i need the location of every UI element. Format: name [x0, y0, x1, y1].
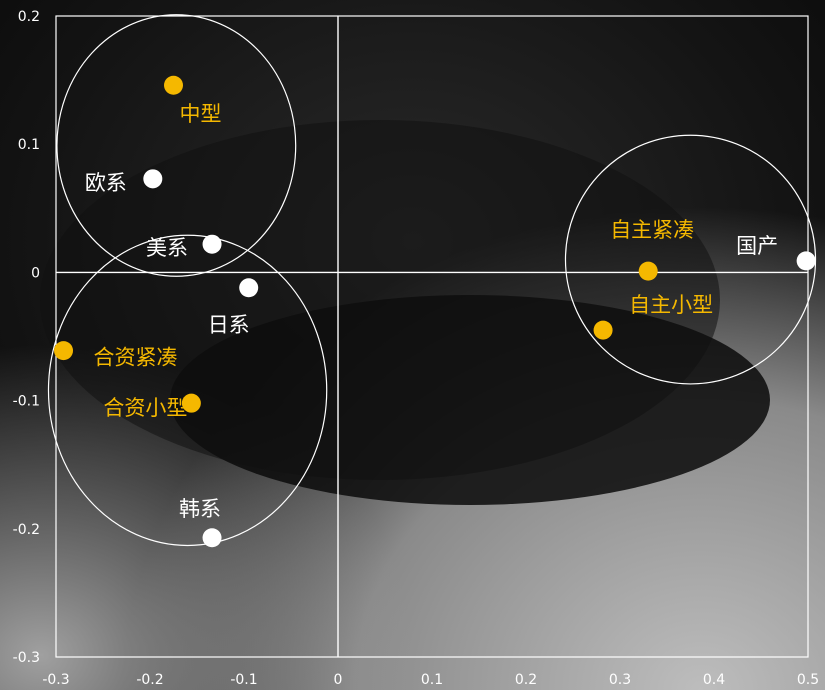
- data-point-日系: [239, 278, 259, 298]
- data-label-美系: 美系: [146, 236, 188, 260]
- y-tick-label: 0.2: [18, 9, 40, 25]
- data-label-合资紧凑: 合资紧凑: [94, 346, 178, 370]
- data-points: [54, 75, 816, 548]
- data-point-合资小型: [181, 393, 201, 413]
- x-tick-label: 0.3: [609, 672, 631, 688]
- x-axis-tick-labels: -0.3 -0.2 -0.1 0 0.1 0.2 0.3 0.4 0.5: [42, 672, 819, 688]
- y-tick-label: 0.1: [18, 137, 40, 153]
- x-tick-label: -0.2: [136, 672, 163, 688]
- x-tick-label: 0: [334, 672, 343, 688]
- data-point-自主小型: [593, 320, 613, 340]
- x-tick-label: 0.1: [421, 672, 443, 688]
- data-point-美系: [202, 234, 222, 254]
- data-label-国产: 国产: [736, 234, 778, 258]
- x-tick-label: 0.5: [797, 672, 819, 688]
- data-point-韩系: [202, 528, 222, 548]
- data-label-中型: 中型: [180, 102, 222, 126]
- data-point-自主紧凑: [638, 261, 658, 281]
- y-tick-label: 0: [31, 265, 40, 281]
- data-point-合资紧凑: [54, 341, 74, 361]
- data-point-中型: [164, 75, 183, 95]
- x-tick-label: 0.2: [515, 672, 537, 688]
- x-tick-label: -0.3: [42, 672, 69, 688]
- x-tick-label: -0.1: [230, 672, 257, 688]
- plot-frame: [55, 15, 809, 658]
- y-tick-label: -0.3: [13, 650, 40, 666]
- data-point-国产: [796, 251, 816, 271]
- data-label-韩系: 韩系: [179, 497, 221, 521]
- x-tick-label: 0.4: [703, 672, 725, 688]
- y-tick-label: -0.2: [13, 522, 40, 538]
- y-axis-tick-labels: 0.2 0.1 0 -0.1 -0.2 -0.3: [13, 9, 40, 666]
- data-label-自主紧凑: 自主紧凑: [610, 218, 694, 242]
- y-tick-label: -0.1: [13, 394, 40, 410]
- data-label-日系: 日系: [208, 313, 250, 337]
- axes: [56, 16, 808, 657]
- cluster-circle-2: [47, 234, 328, 547]
- data-point-欧系: [143, 169, 163, 189]
- data-label-合资小型: 合资小型: [103, 396, 187, 420]
- cluster-circle-1: [56, 14, 297, 277]
- data-label-自主小型: 自主小型: [629, 293, 713, 317]
- data-label-欧系: 欧系: [85, 171, 127, 195]
